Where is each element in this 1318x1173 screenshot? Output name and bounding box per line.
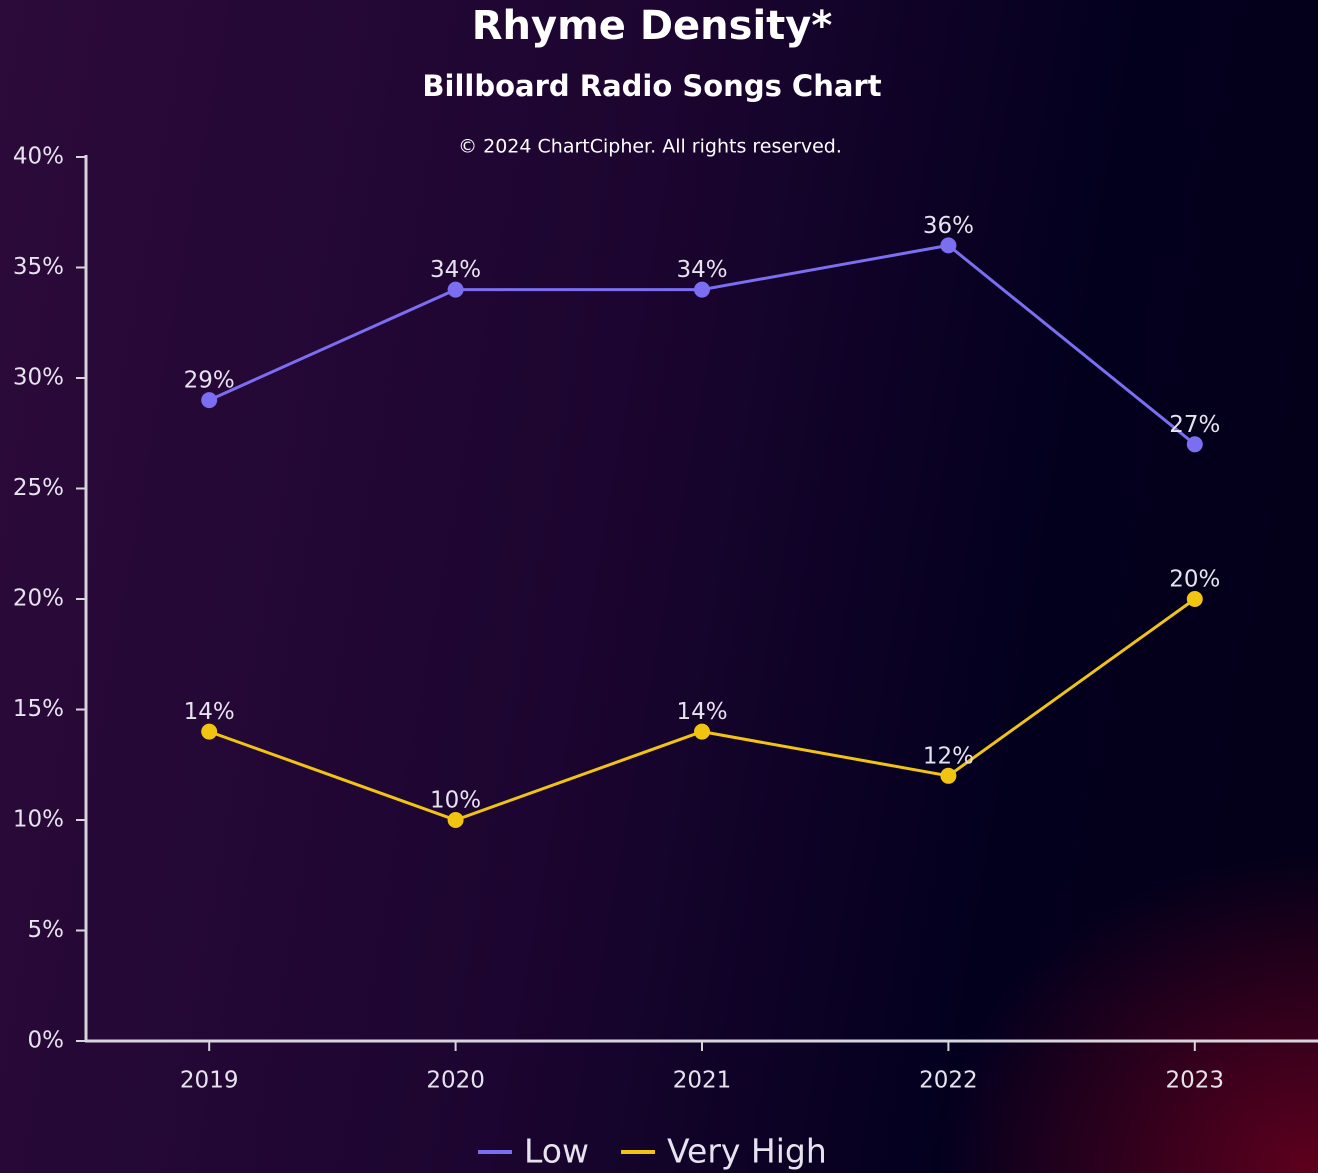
data-point <box>694 281 710 298</box>
data-label: 36% <box>923 213 974 239</box>
data-label: 34% <box>676 257 727 283</box>
chart-title: Rhyme Density* <box>472 3 833 49</box>
data-point <box>201 723 218 740</box>
data-point <box>447 281 464 298</box>
y-tick-label: 5% <box>28 917 65 943</box>
data-point <box>1186 436 1203 453</box>
legend-label: Low <box>524 1132 589 1171</box>
data-label: 29% <box>184 368 235 394</box>
data-point <box>201 392 218 409</box>
y-tick-label: 0% <box>28 1028 65 1054</box>
y-tick-label: 35% <box>13 254 64 280</box>
data-label: 34% <box>430 257 481 283</box>
y-tick-label: 40% <box>13 144 64 170</box>
credit: © 2024 ChartCipher. All rights reserved. <box>458 136 842 158</box>
data-label: 12% <box>923 743 974 769</box>
chart-subtitle: Billboard Radio Songs Chart <box>422 69 881 103</box>
data-point <box>694 723 710 740</box>
data-label: 20% <box>1169 567 1220 593</box>
data-label: 14% <box>184 699 235 725</box>
data-point <box>940 237 957 254</box>
legend-label: Very High <box>667 1132 827 1171</box>
data-point <box>447 812 464 828</box>
x-tick-label: 2022 <box>919 1068 978 1094</box>
x-tick-label: 2021 <box>673 1068 732 1094</box>
y-tick-label: 15% <box>13 696 64 722</box>
y-tick-label: 20% <box>13 586 64 612</box>
data-point <box>940 767 957 784</box>
x-tick-label: 2020 <box>426 1068 485 1094</box>
y-tick-label: 30% <box>13 365 64 391</box>
data-label: 14% <box>676 699 727 725</box>
x-tick-label: 2019 <box>180 1068 239 1094</box>
x-tick-label: 2023 <box>1166 1068 1225 1094</box>
y-tick-label: 25% <box>13 475 64 501</box>
data-label: 10% <box>430 788 481 814</box>
y-tick-label: 10% <box>13 807 64 833</box>
data-label: 27% <box>1169 412 1220 438</box>
data-point <box>1186 591 1203 607</box>
